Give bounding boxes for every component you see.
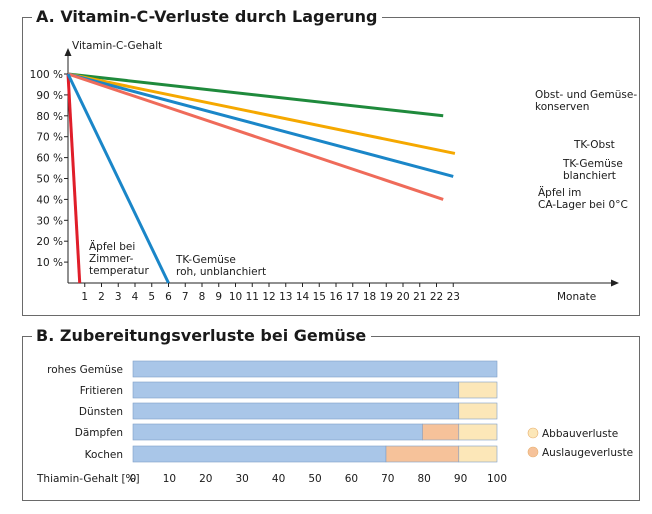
y-axis-arrow (64, 48, 72, 56)
y-tick-label: 30 % (36, 215, 63, 227)
legend-swatch (527, 446, 539, 458)
x-tick-label: 5 (148, 291, 155, 303)
x-tick-label: 90 (454, 473, 467, 485)
series-line (66, 73, 82, 284)
x-tick-label: 6 (165, 291, 172, 303)
series-label: Obst- und Gemüse-konserven (535, 89, 637, 113)
x-tick-label: 30 (236, 473, 249, 485)
category-label: Kochen (85, 449, 123, 461)
x-tick-label: 23 (447, 291, 460, 303)
x-tick-label: 22 (430, 291, 443, 303)
y-tick-label: 20 % (36, 236, 63, 248)
bar-segment (422, 423, 460, 441)
series-label: TK-Obst (573, 139, 615, 151)
x-axis-arrow (611, 279, 619, 287)
x-tick-label: 70 (381, 473, 394, 485)
bar-segment (132, 423, 423, 441)
y-tick-label: 10 % (36, 257, 63, 269)
category-label: rohes Gemüse (47, 364, 123, 376)
y-tick-label: 40 % (36, 194, 63, 206)
x-tick-label: 40 (272, 473, 285, 485)
x-tick-label: 9 (215, 291, 222, 303)
panel-a-title: A. Vitamin-C-Verluste durch Lagerung (32, 8, 383, 26)
series-line (67, 72, 454, 178)
x-tick-label: 7 (182, 291, 189, 303)
bar-segment (458, 445, 498, 463)
category-label: Dämpfen (75, 427, 123, 439)
legend-label: Auslaugeverluste (542, 447, 633, 459)
x-tick-label: 8 (199, 291, 206, 303)
x-axis-label: Thiamin-Gehalt [%] (36, 473, 140, 485)
y-tick-label: 70 % (36, 132, 63, 144)
x-tick-label: 80 (418, 473, 431, 485)
x-tick-label: 15 (313, 291, 326, 303)
x-tick-label: 21 (413, 291, 426, 303)
category-label: Fritieren (80, 385, 123, 397)
x-tick-label: 18 (363, 291, 376, 303)
y-tick-label: 100 % (30, 69, 63, 81)
x-axis-label: Monate (557, 291, 596, 303)
bar-segment (458, 381, 498, 399)
category-label: Dünsten (79, 406, 123, 418)
series-line (67, 72, 444, 118)
bar-segment (458, 423, 498, 441)
bar-segment (132, 402, 460, 420)
x-tick-label: 1 (81, 291, 88, 303)
x-tick-label: 10 (163, 473, 176, 485)
x-tick-label: 0 (130, 473, 137, 485)
series-line (66, 73, 170, 284)
series-line (67, 72, 456, 155)
series-line (67, 72, 444, 201)
bar-segment (385, 445, 460, 463)
x-tick-label: 2 (98, 291, 105, 303)
bar-segment (458, 402, 498, 420)
x-tick-label: 17 (346, 291, 359, 303)
y-axis-label: Vitamin-C-Gehalt (72, 40, 162, 52)
legend-label: Abbauverluste (542, 428, 618, 440)
x-tick-label: 50 (308, 473, 321, 485)
x-tick-label: 60 (345, 473, 358, 485)
series-label: Äpfel im CA-Lager bei 0°C (538, 186, 628, 211)
x-tick-label: 20 (199, 473, 212, 485)
series-label: Äpfel bei Zimmer-temperatur (89, 240, 149, 277)
x-tick-label: 10 (229, 291, 242, 303)
y-tick-label: 80 % (36, 111, 63, 123)
y-tick-label: 90 % (36, 90, 63, 102)
y-tick-label: 60 % (36, 153, 63, 165)
x-tick-label: 3 (115, 291, 122, 303)
x-tick-label: 13 (279, 291, 292, 303)
x-tick-label: 11 (246, 291, 259, 303)
x-tick-label: 16 (329, 291, 343, 303)
series-label: TK-Gemüse roh, unblanchiert (175, 254, 266, 278)
bar-segment (132, 381, 460, 399)
legend-swatch (527, 427, 539, 439)
x-tick-label: 4 (132, 291, 139, 303)
x-tick-label: 100 (487, 473, 507, 485)
bar-segment (132, 445, 387, 463)
x-tick-label: 12 (262, 291, 275, 303)
series-label: TK-Gemüse blanchiert (562, 158, 623, 182)
x-tick-label: 19 (380, 291, 393, 303)
x-tick-label: 20 (396, 291, 409, 303)
y-tick-label: 50 % (36, 174, 63, 186)
panel-b-title: B. Zubereitungsverluste bei Gemüse (32, 327, 372, 345)
x-tick-label: 14 (296, 291, 310, 303)
thiamin-bar-chart: rohes Gemüse Fritieren Dünsten Dämpfen Koche… (36, 360, 633, 485)
vitamin-c-line-chart: Vitamin-C-Gehalt Monate 10 % 20 % 30 % 40 % 50… (30, 40, 638, 303)
bar-segment (132, 360, 498, 378)
